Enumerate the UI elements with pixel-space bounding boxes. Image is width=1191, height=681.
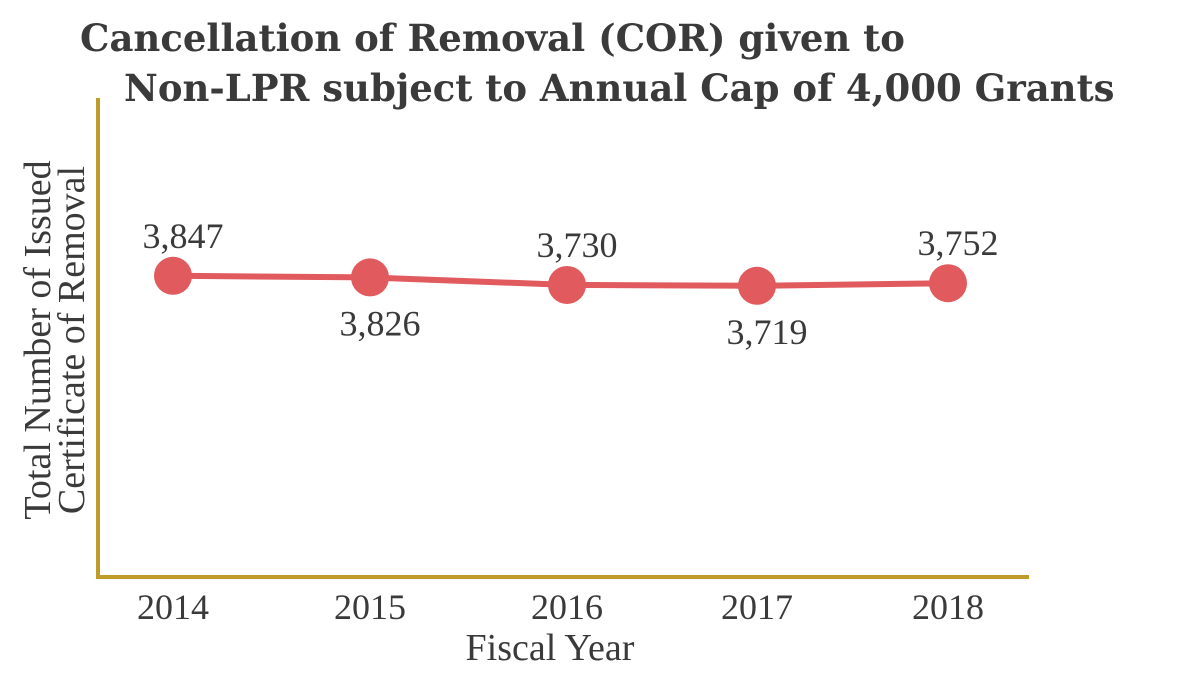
chart-title-line-2: Non-LPR subject to Annual Cap of 4,000 G… [124,66,1115,110]
data-point-2016 [548,265,586,304]
data-point-2014 [154,256,192,295]
x-tick-labels: 2014 2015 2016 2017 2018 [137,587,984,627]
data-points [154,256,967,305]
data-labels: 3,847 3,826 3,730 3,719 3,752 [143,216,999,352]
data-label-2014: 3,847 [143,216,224,256]
data-point-2015 [351,258,389,297]
x-tick-label-2015: 2015 [334,587,406,627]
x-tick-label-2017: 2017 [721,587,793,627]
data-label-2017: 3,719 [727,312,808,352]
data-label-2015: 3,826 [340,303,421,343]
x-tick-label-2014: 2014 [137,587,209,627]
data-label-2018: 3,752 [918,223,999,263]
x-tick-label-2016: 2016 [531,587,603,627]
data-label-2016: 3,730 [537,225,618,265]
data-point-2018 [929,264,967,303]
y-axis-label-line-2: Certificate of Removal [51,166,93,514]
data-point-2017 [738,266,776,305]
chart-title-line-1: Cancellation of Removal (COR) given to [80,16,905,60]
y-axis-label-line-1: Total Number of Issued [17,160,59,519]
x-axis-label: Fiscal Year [466,627,635,669]
x-tick-label-2018: 2018 [912,587,984,627]
